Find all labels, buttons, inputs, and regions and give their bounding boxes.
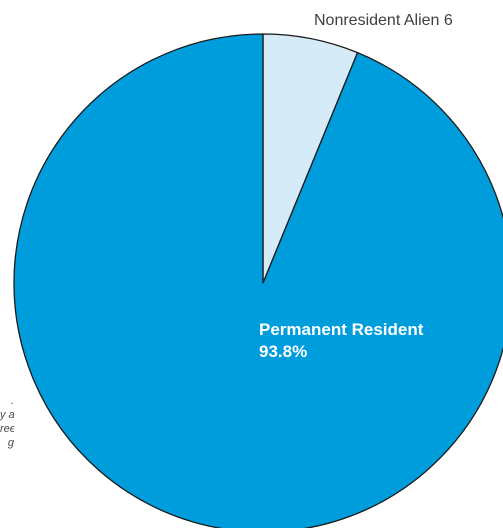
side-note-line: y and [0, 409, 14, 421]
side-note-line: ree [0, 423, 14, 435]
side-note-line: g [7, 437, 14, 449]
slice-label-nonresident-alien: Nonresident Alien 6 [314, 12, 453, 30]
side-note-line: . [10, 395, 14, 407]
slice-label-text: Nonresident Alien [314, 12, 440, 29]
slice-label-value: 6 [443, 12, 453, 29]
pie-slice-permanent-resident [13, 33, 503, 528]
side-note-text: . y and ree g [0, 394, 14, 450]
slice-label-text: Permanent Resident [259, 320, 424, 339]
slice-label-permanent-resident: Permanent Resident 93.8% [259, 319, 423, 363]
slice-label-value: 93.8% [259, 342, 308, 361]
